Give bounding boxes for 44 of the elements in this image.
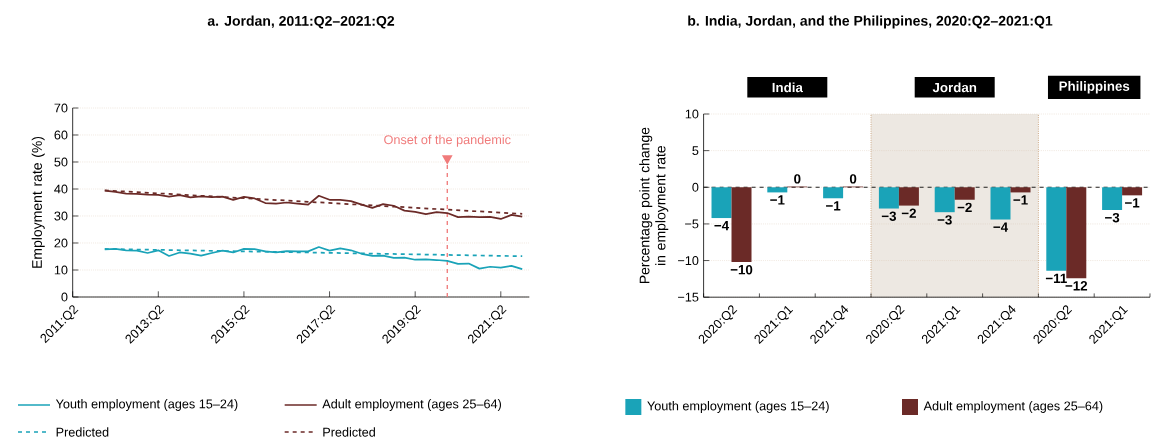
ref-line-label: Onset of the pandemic <box>384 134 511 147</box>
data-label: −4 <box>714 220 730 231</box>
data-label: −3 <box>1105 212 1120 223</box>
y-tick-label: 0 <box>61 292 68 302</box>
y-axis-title: Employment rate (%) <box>31 136 45 268</box>
data-label: −3 <box>937 215 952 225</box>
y-tick-label: 10 <box>685 109 699 119</box>
y-tick-label: 60 <box>54 130 68 140</box>
text: India <box>772 82 803 93</box>
data-label: −1 <box>1125 198 1140 208</box>
data-label: −2 <box>957 202 972 212</box>
text: Philippines <box>1059 81 1130 94</box>
data-label: −10 <box>730 264 753 275</box>
legend-label: Predicted <box>56 427 109 437</box>
legend-label: Predicted <box>323 427 375 437</box>
y-tick-label: 0 <box>692 182 699 192</box>
y-tick-label: 5 <box>692 146 699 156</box>
data-label: 0 <box>794 174 801 184</box>
y-tick-label: 50 <box>54 157 68 167</box>
chart-title: b. India, Jordan, and the Philippines, 2020:Q2–2021:Q1 <box>688 15 1053 29</box>
chart-title: a. Jordan, 2011:Q2–2021:Q2 <box>207 15 395 29</box>
data-label: −1 <box>770 195 785 205</box>
legend-label: Youth employment (ages 15–24) <box>647 401 829 413</box>
legend-label: Adult employment (ages 25–64) <box>322 399 501 411</box>
y-tick-label: 20 <box>54 238 68 248</box>
legend-label: Youth employment (ages 15–24) <box>55 399 238 411</box>
data-label: 0 <box>849 174 857 184</box>
y-tick-label: 40 <box>54 184 68 194</box>
y-tick-label: −15 <box>678 292 699 302</box>
legend-label: Adult employment (ages 25–64) <box>923 401 1103 413</box>
y-tick-label: 10 <box>54 265 68 275</box>
data-label: −12 <box>1065 281 1088 291</box>
data-label: −4 <box>993 222 1009 232</box>
y-tick-label: −5 <box>685 219 699 229</box>
y-axis-title: Percentage point change in employment rate <box>639 127 669 284</box>
data-label: −1 <box>826 201 841 211</box>
data-label: −3 <box>881 211 897 221</box>
data-label: −11 <box>1045 273 1067 283</box>
y-tick-label: −10 <box>678 256 699 266</box>
data-label: −2 <box>901 208 916 218</box>
y-tick-label: 30 <box>54 211 68 221</box>
text: Jordan <box>932 82 977 93</box>
y-tick-label: 70 <box>54 103 68 113</box>
data-label: −1 <box>1013 195 1028 205</box>
